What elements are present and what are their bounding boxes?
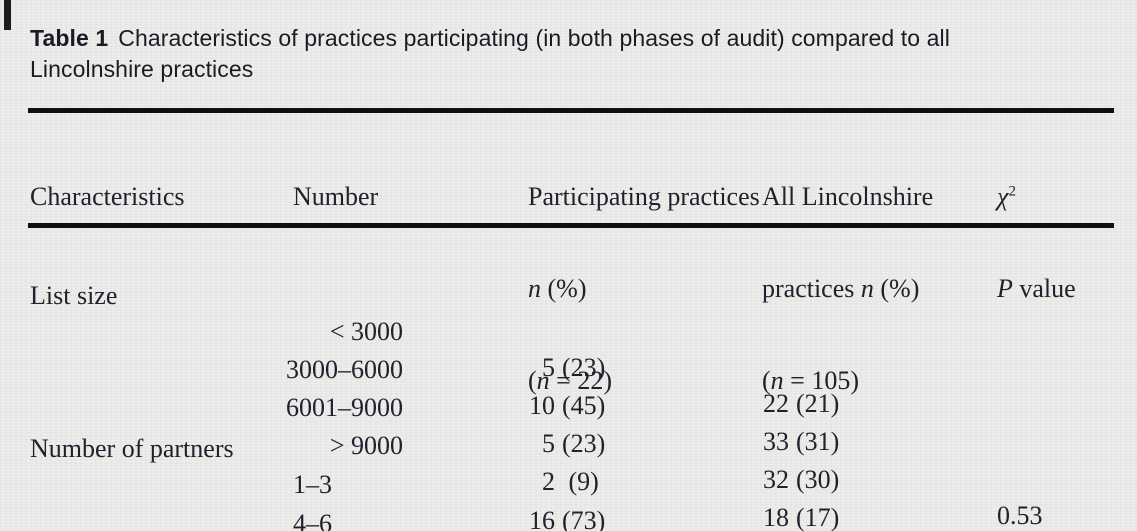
- header-n-percent: practices n (%): [762, 273, 933, 305]
- cell-participating: 5 (23): [528, 426, 605, 462]
- value-percent: (23): [562, 353, 606, 382]
- value-count: 18: [763, 503, 789, 531]
- value-count: 16: [529, 506, 555, 531]
- value-count: 33: [763, 427, 789, 456]
- header-label: Characteristics: [30, 182, 185, 211]
- cell-characteristic: List size: [30, 281, 118, 310]
- italic-n: n: [860, 274, 874, 303]
- header-n-equals: (n = 22): [528, 365, 760, 397]
- value-count: 5: [542, 353, 555, 382]
- cell-participating: 16 (73): [528, 503, 605, 531]
- value-percent: (31): [796, 427, 840, 456]
- header-label: Participating practices: [528, 182, 760, 211]
- table-row-list-size-gt9000: > 9000 2 (9) 18 (17): [0, 356, 1137, 531]
- value-percent: (21): [796, 389, 840, 418]
- chi-exponent: 2: [1008, 183, 1016, 200]
- table-row-list-size-6001-9000: 6001–9000 5 (23) 32 (30) 0.53: [0, 318, 1137, 530]
- p-value-label: P value: [997, 273, 1076, 305]
- table-row-partners-7-11: 7–11 0 8 (8): [0, 472, 1137, 508]
- value-label: value: [1012, 274, 1076, 303]
- value-count: 22: [763, 389, 789, 418]
- italic-n: n: [536, 366, 550, 395]
- cell-lincolnshire: 18 (17): [762, 500, 839, 531]
- table-row-list-size-lt3000: List size < 3000 5 (23) 22 (21): [0, 242, 1137, 418]
- cell-participating: 2 (9): [528, 464, 599, 500]
- table-top-rule: [28, 108, 1114, 113]
- header-label: All Lincolnshire: [762, 182, 934, 211]
- header-label: Number: [293, 182, 379, 211]
- cell-p-value: 0.53: [997, 501, 1043, 530]
- cell-number: 1–3: [293, 470, 332, 499]
- cell-number: 4–6: [293, 509, 332, 531]
- cell-lincolnshire: 32 (30): [762, 462, 839, 498]
- header-n-equals: (n = 105): [762, 365, 933, 397]
- cell-lincolnshire: 22 (21): [762, 386, 839, 422]
- header-number: Number: [293, 121, 378, 273]
- cell-number: < 3000: [329, 317, 403, 346]
- value-count: 10: [529, 391, 555, 420]
- cell-number: 3000–6000: [286, 355, 403, 384]
- title-text: Characteristics of practices participati…: [118, 25, 950, 51]
- percent-label: (%): [541, 274, 587, 303]
- header-n-percent: n (%): [528, 273, 760, 305]
- table-row-partners-1-3: Number of partners 1–3 16(73) 63(60): [0, 395, 1137, 531]
- chi-glyph: χ: [997, 182, 1009, 211]
- cell-participating: 5 (23): [528, 350, 605, 386]
- value-percent: (9): [562, 467, 599, 496]
- chi-square-symbol: χ2: [997, 181, 1076, 213]
- italic-p: P: [997, 274, 1013, 303]
- paren-open: (: [528, 366, 537, 395]
- n-equals-value: = 105): [783, 366, 859, 395]
- cell-characteristic: Number of partners: [30, 434, 234, 463]
- title-line-1: Table 1 Characteristics of practices part…: [30, 23, 950, 54]
- italic-n: n: [528, 274, 541, 303]
- table-row-partners-4-6: 4–6 6(27) 34(32) 0.32: [0, 434, 1137, 531]
- value-count: 5: [542, 429, 555, 458]
- italic-n: n: [770, 366, 784, 395]
- value-percent: (30): [796, 465, 840, 494]
- scan-artifact-mark: [4, 0, 11, 30]
- table-row-list-size-3000-6000: 3000–6000 10 (45) 33 (31): [0, 280, 1137, 456]
- n-equals-value: = 22): [549, 366, 612, 395]
- practices-label: practices: [762, 274, 861, 303]
- page-title: Table 1 Characteristics of practices part…: [30, 23, 950, 85]
- table-number-label: Table 1: [30, 25, 109, 51]
- value-count: 32: [763, 465, 789, 494]
- header-chi-square: χ2 P value: [997, 121, 1076, 365]
- value-percent: (73): [562, 506, 606, 531]
- value-percent: (23): [562, 429, 606, 458]
- cell-participating: 10 (45): [528, 388, 605, 424]
- header-participating-practices: Participating practices n (%) (n = 22): [528, 121, 760, 457]
- paren-open: (: [762, 366, 771, 395]
- header-all-lincolnshire: All Lincolnshire practices n (%) (n = 10…: [762, 121, 933, 457]
- value-percent: (45): [562, 391, 606, 420]
- cell-lincolnshire: 33 (31): [762, 424, 839, 460]
- percent-label: (%): [873, 274, 920, 303]
- value-percent: (17): [796, 503, 840, 531]
- table-header-rule: [28, 223, 1114, 228]
- title-line-2: Lincolnshire practices: [30, 56, 254, 82]
- value-count: 2: [542, 467, 555, 496]
- table-header: Characteristics Number Participating pra…: [0, 121, 1137, 395]
- cell-number: > 9000: [329, 431, 403, 460]
- cell-number: 6001–9000: [286, 393, 403, 422]
- header-characteristics: Characteristics: [30, 121, 185, 273]
